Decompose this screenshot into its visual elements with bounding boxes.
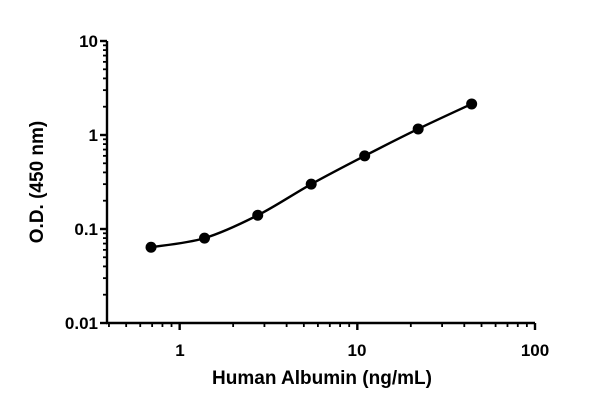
y-tick-label-10: 10 [79, 32, 98, 51]
data-point [305, 178, 317, 190]
x-axis [106, 321, 537, 330]
data-point [252, 209, 264, 221]
y-tick-label-0.01: 0.01 [65, 314, 98, 333]
y-tick-label-1: 1 [89, 126, 98, 145]
y-tick-label-0.1: 0.1 [74, 220, 98, 239]
y-tick-labels: 10 1 0.1 0.01 [65, 32, 98, 333]
data-points [145, 98, 478, 253]
data-point [412, 123, 424, 135]
fit-curve-line [150, 102, 473, 249]
data-point [145, 241, 157, 253]
x-axis-title: Human Albumin (ng/mL) [212, 368, 432, 389]
data-point [359, 150, 371, 162]
x-tick-label-1: 1 [175, 341, 184, 360]
x-tick-label-100: 100 [521, 341, 549, 360]
y-axis [100, 39, 109, 325]
data-point [466, 98, 478, 110]
x-tick-label-10: 10 [348, 341, 367, 360]
x-tick-labels: 1 10 100 [175, 341, 549, 360]
y-axis-title: O.D. (450 nm) [27, 121, 48, 243]
data-point [199, 232, 211, 244]
